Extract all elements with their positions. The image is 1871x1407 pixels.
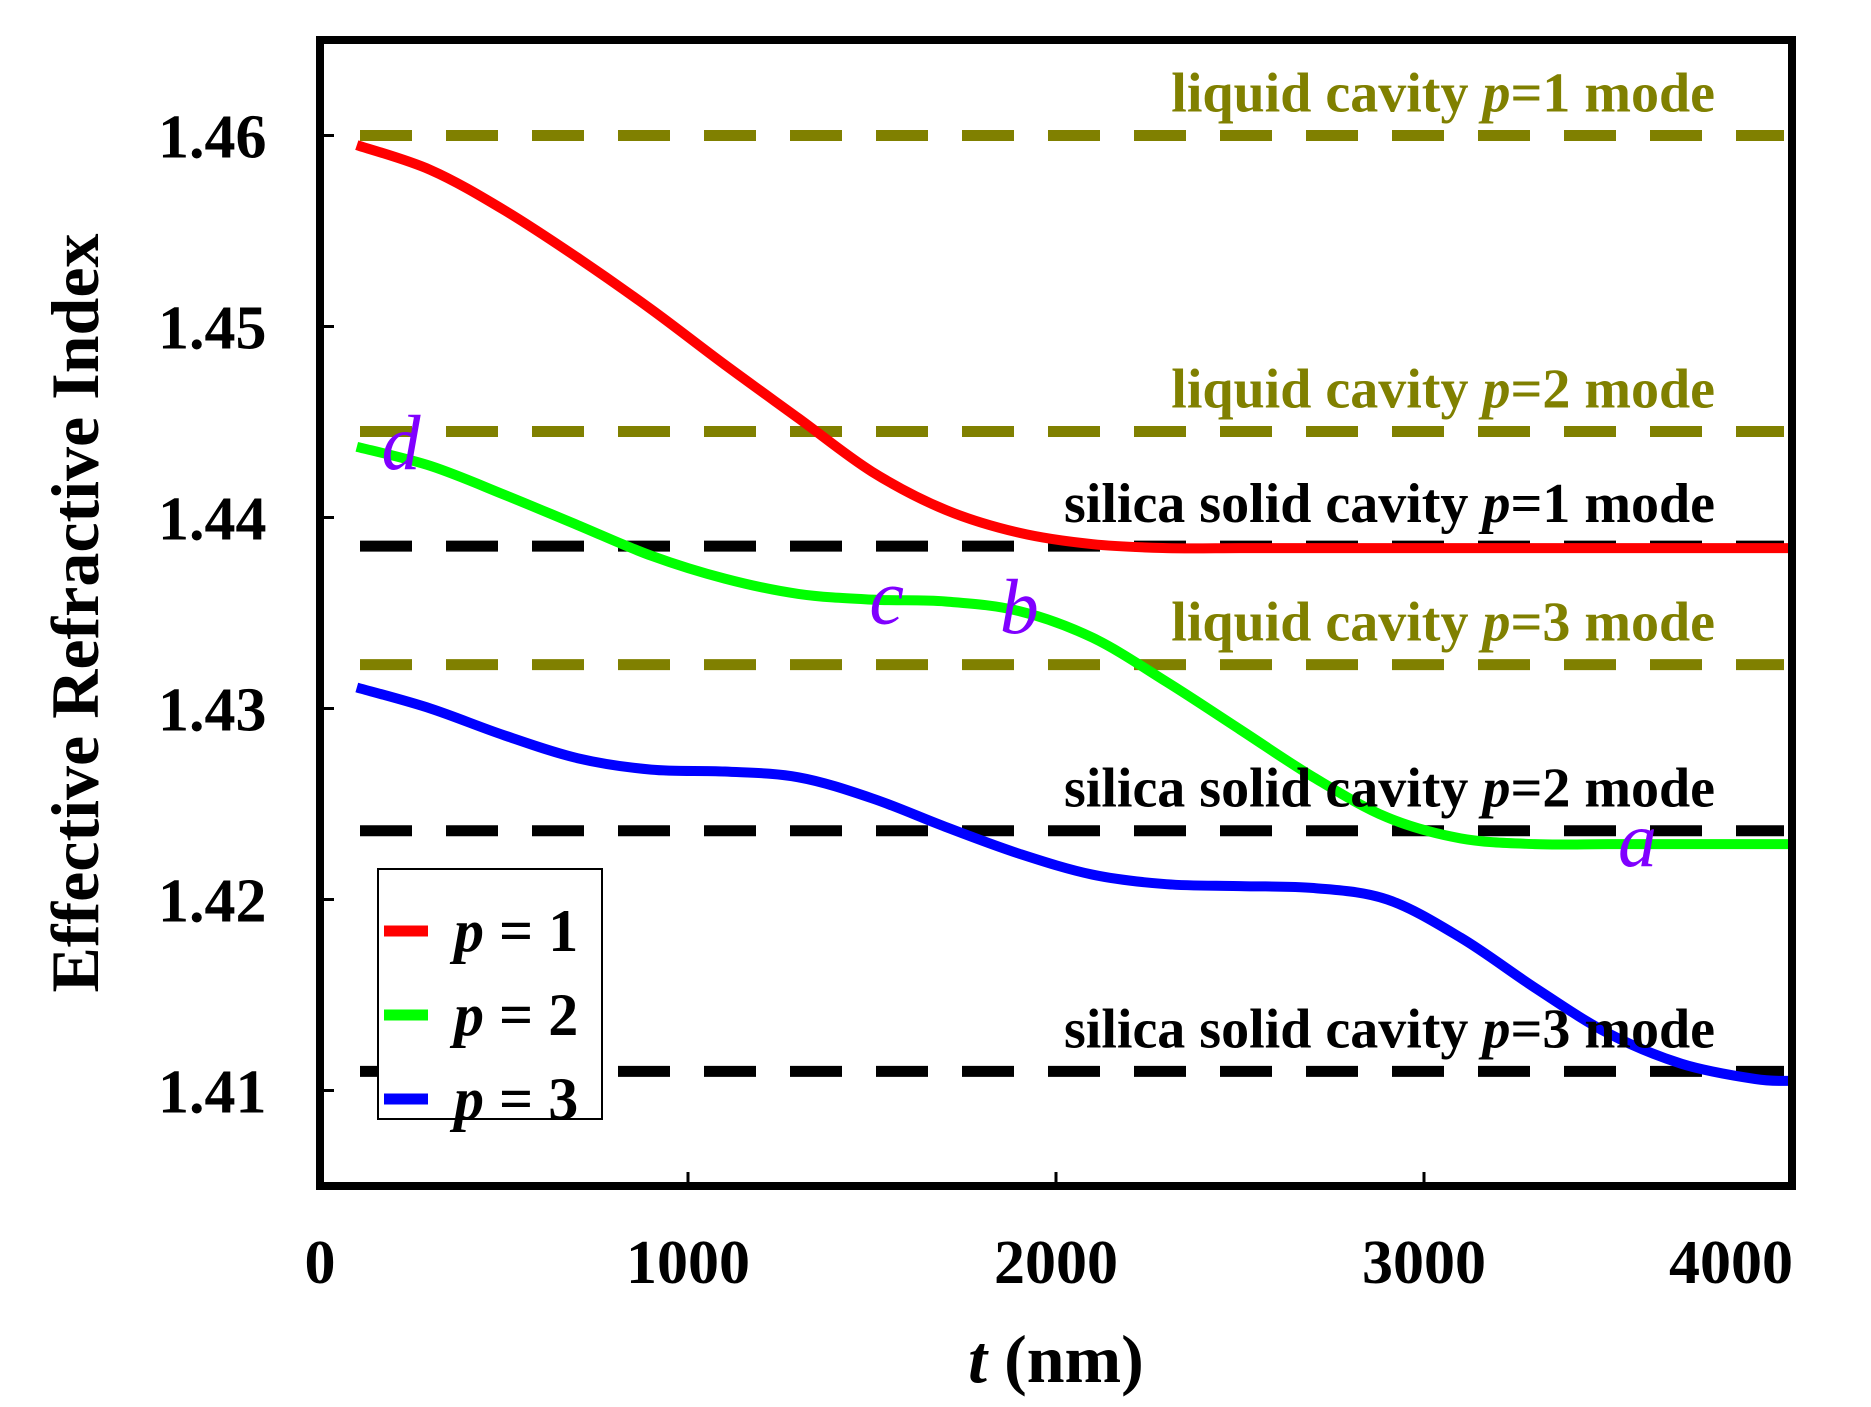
x-tick-label: 0 (305, 1229, 336, 1297)
point-label-b: b (1000, 563, 1039, 650)
series-line-p2 (355, 441, 1792, 850)
legend-label-p3: p = 3 (449, 1066, 578, 1132)
axes: 1.41 1.42 1.43 1.44 1.45 1.46 0 1000 2000 3000 400… (37, 36, 1796, 1397)
x-tick-label: 2000 (994, 1229, 1118, 1297)
plot-area: liquid cavity p=1 mode liquid cavity p=2 … (355, 63, 1793, 1132)
legend-label-p2: p = 2 (449, 982, 578, 1048)
y-tick-label: 1.42 (158, 868, 267, 936)
x-tick-label: 1000 (626, 1229, 750, 1297)
x-tick-label: 4000 (1669, 1229, 1793, 1297)
y-tick-label: 1.46 (158, 104, 267, 172)
y-tick-label: 1.43 (158, 677, 267, 745)
y-axis-title: Effective Refractive Index (37, 233, 113, 992)
x-tick-label: 3000 (1362, 1229, 1486, 1297)
reference-label-5: silica solid cavity p=2 mode (1064, 758, 1715, 820)
reference-label-4: silica solid cavity p=1 mode (1064, 473, 1715, 535)
reference-label-2: liquid cavity p=2 mode (1171, 359, 1715, 421)
point-label-d: d (381, 399, 421, 486)
legend-label-p1: p = 1 (449, 898, 578, 964)
y-tick-label: 1.41 (158, 1059, 267, 1127)
legend-box (377, 868, 603, 1120)
point-label-c: c (869, 554, 904, 641)
series-line-p1 (355, 140, 1792, 554)
y-tick-label: 1.44 (158, 486, 267, 554)
reference-label-3: liquid cavity p=3 mode (1171, 592, 1715, 654)
y-tick-label: 1.45 (158, 295, 267, 363)
x-axis-title: t (nm) (968, 1321, 1144, 1397)
reference-label-1: liquid cavity p=1 mode (1171, 63, 1715, 125)
reference-label-6: silica solid cavity p=3 mode (1064, 998, 1715, 1060)
point-label-a: a (1618, 796, 1657, 883)
series-line-p3 (355, 682, 1793, 1086)
